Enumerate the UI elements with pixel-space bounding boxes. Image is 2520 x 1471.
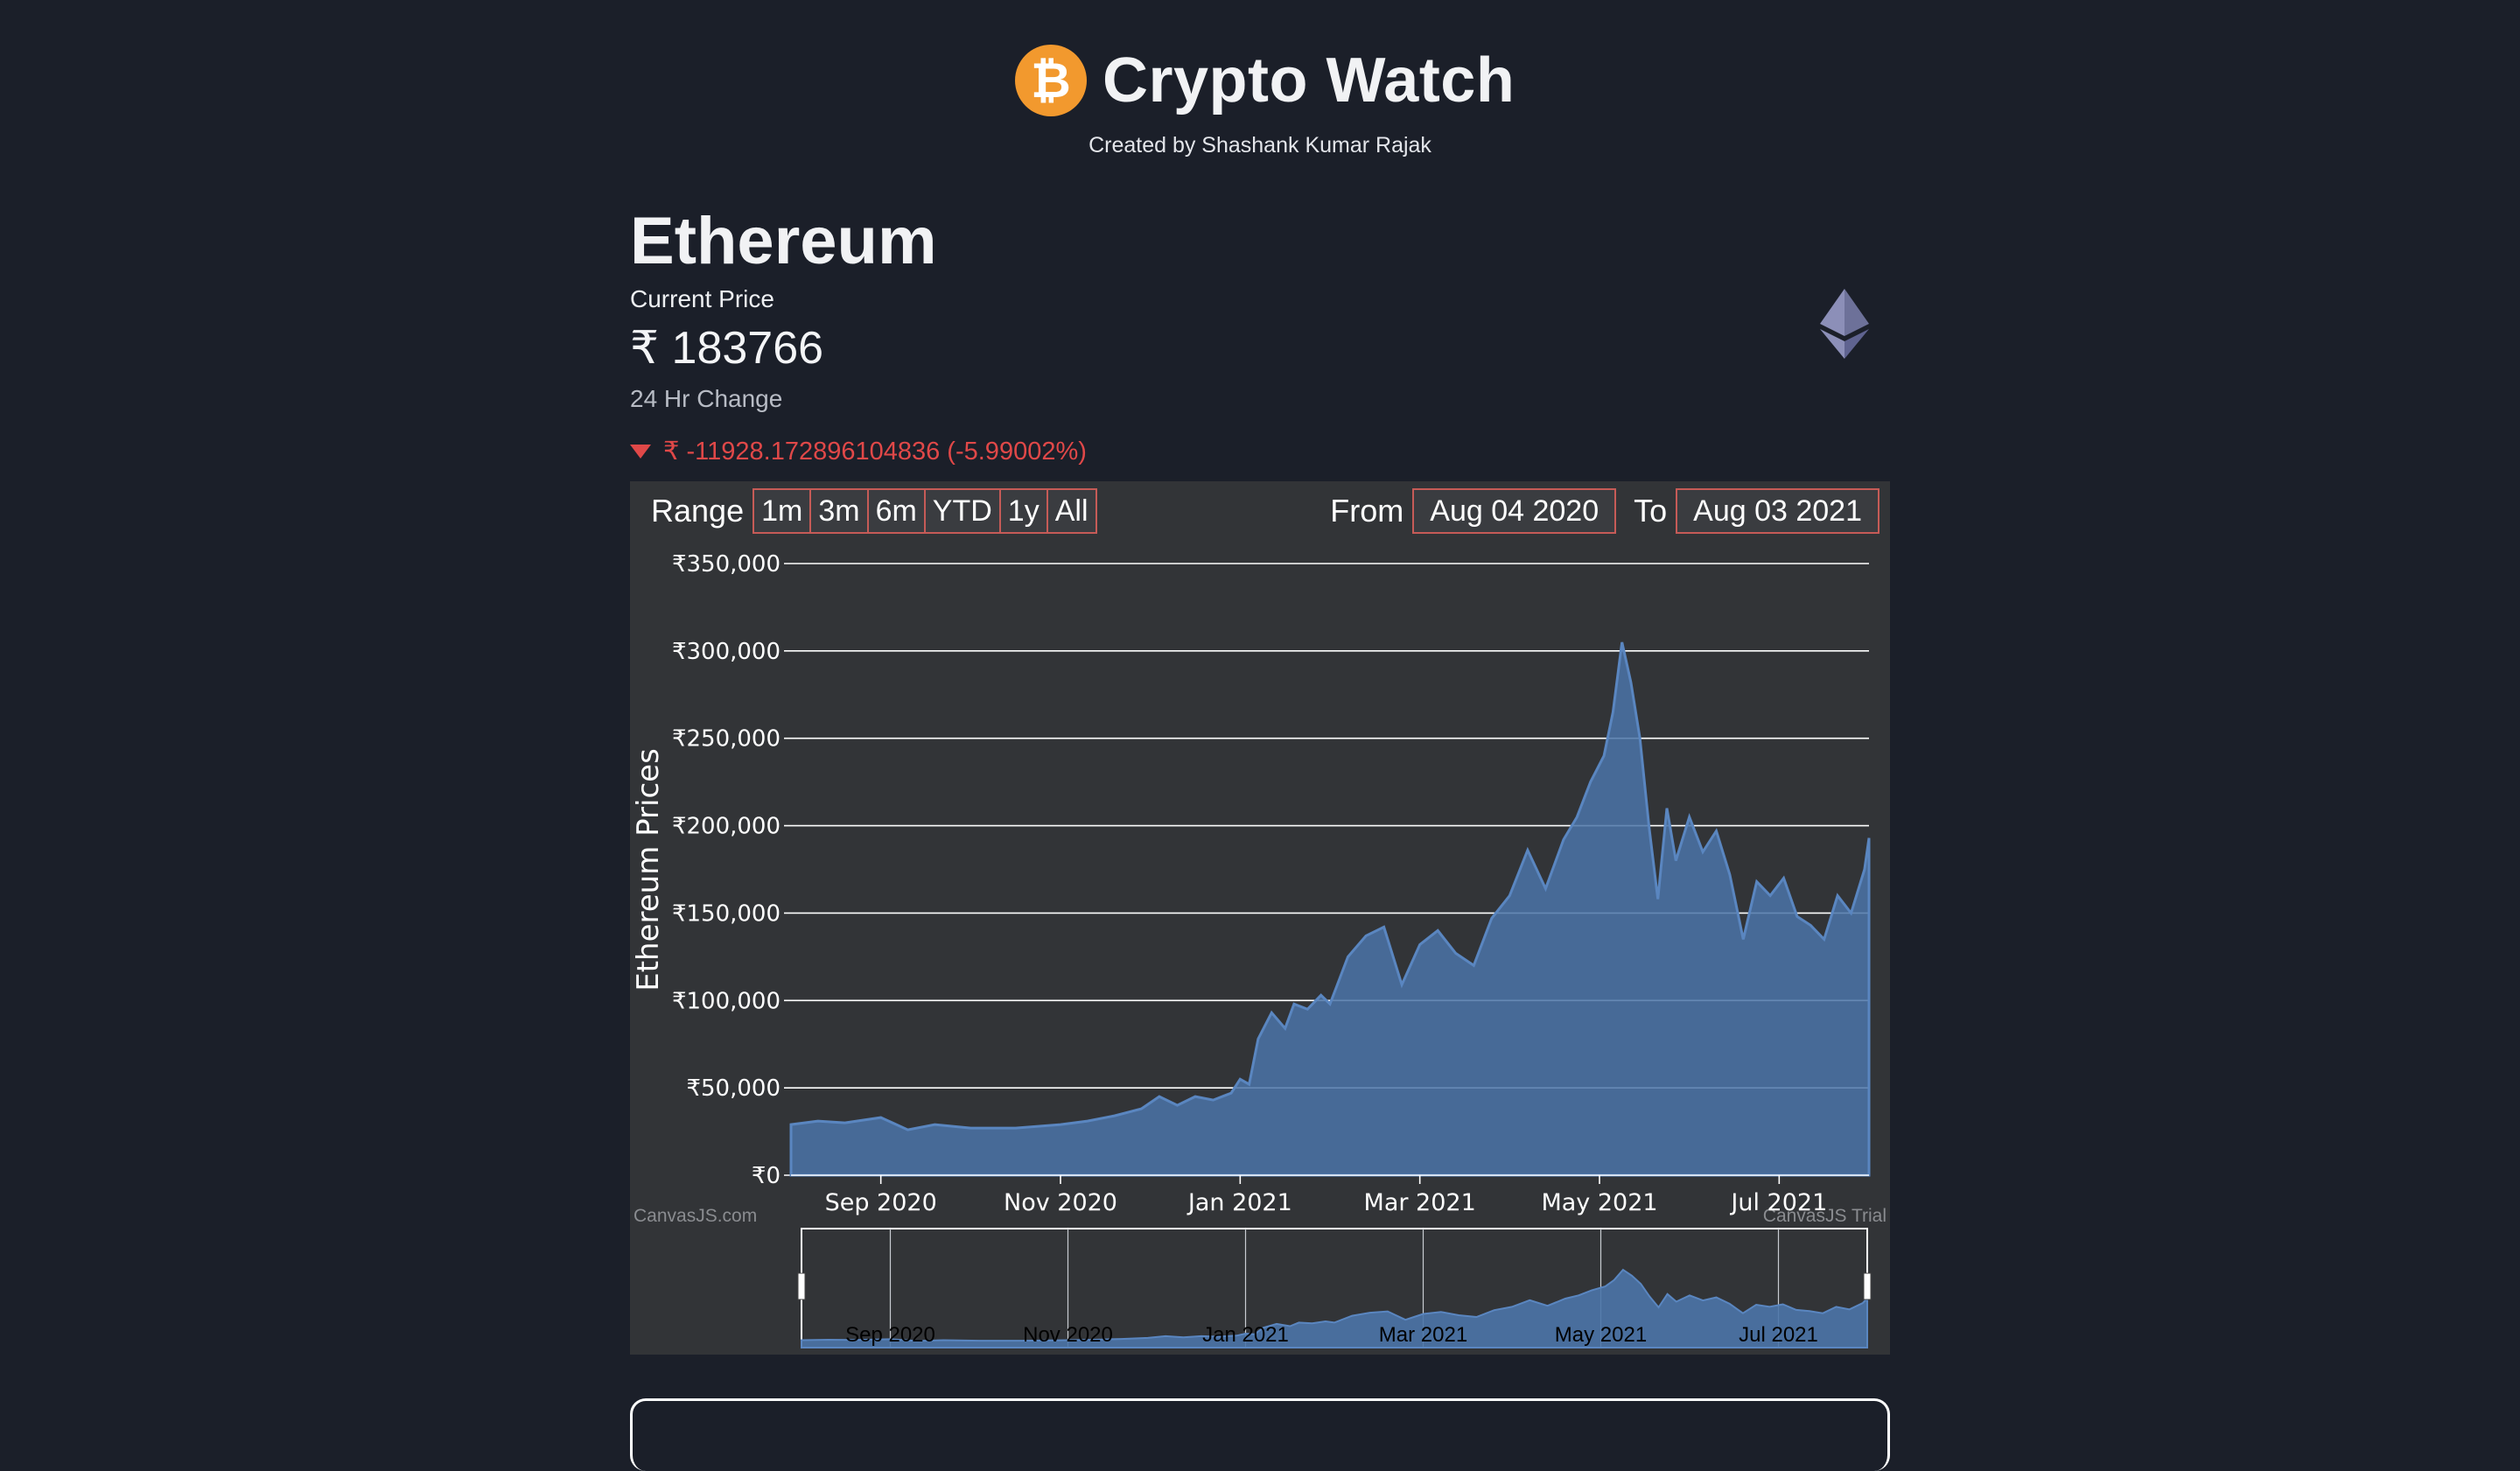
- navigator-tick-label: Mar 2021: [1379, 1323, 1467, 1347]
- range-button-all[interactable]: All: [1046, 488, 1097, 534]
- from-label: From: [1330, 493, 1404, 529]
- navigator-tick-label: Jan 2021: [1202, 1323, 1289, 1347]
- x-tick-label: May 2021: [1541, 1189, 1657, 1216]
- from-date-input[interactable]: Aug 04 2020: [1412, 488, 1617, 534]
- coin-name: Ethereum: [630, 204, 937, 278]
- x-tick-label: Jan 2021: [1186, 1189, 1292, 1216]
- range-button-1m[interactable]: 1m: [752, 488, 812, 534]
- to-label: To: [1634, 493, 1668, 529]
- navigator-area[interactable]: [801, 1268, 1868, 1348]
- y-tick-label: ₹250,000: [672, 726, 780, 753]
- range-button-ytd[interactable]: YTD: [923, 488, 1001, 534]
- watermark-right: CanvasJS Trial: [1763, 1206, 1886, 1226]
- y-tick-label: ₹200,000: [672, 814, 780, 840]
- price-area[interactable]: [789, 641, 1871, 1177]
- navigator-tick-label: Sep 2020: [845, 1323, 935, 1347]
- x-tick-label: Sep 2020: [825, 1189, 937, 1216]
- y-tick-label: ₹350,000: [672, 551, 780, 578]
- brand[interactable]: ₿ Crypto Watch: [1015, 44, 1515, 117]
- x-tick-label: Nov 2020: [1004, 1189, 1117, 1216]
- navigator-left-handle[interactable]: [797, 1272, 806, 1300]
- range-label: Range: [651, 493, 745, 529]
- range-button-1y[interactable]: 1y: [998, 488, 1048, 534]
- y-tick-label: ₹0: [752, 1163, 780, 1189]
- y-tick-label: ₹50,000: [686, 1075, 780, 1102]
- y-tick-label: ₹150,000: [672, 900, 780, 927]
- current-price-value: ₹ 183766: [630, 323, 824, 374]
- range-selector: Range 1m 3m 6m YTD 1y All: [651, 488, 1097, 534]
- down-triangle-icon: [630, 444, 651, 459]
- app-subtitle: Created by Shashank Kumar Rajak: [1088, 133, 1432, 158]
- app-title: Crypto Watch: [1102, 46, 1516, 116]
- navigator-tick-label: Jul 2021: [1739, 1323, 1818, 1347]
- price-chart[interactable]: CanvasJS.com CanvasJS Trial ₹0 ₹50,000 ₹10…: [630, 481, 1890, 1355]
- x-tick-label: Mar 2021: [1364, 1189, 1476, 1216]
- to-date-input[interactable]: Aug 03 2021: [1676, 488, 1880, 534]
- navigator-tick-label: Nov 2020: [1023, 1323, 1113, 1347]
- bottom-card: [630, 1398, 1890, 1471]
- change-value-text: ₹ -11928.172896104836 (-5.99002%): [663, 438, 1087, 466]
- date-range: From Aug 04 2020 To Aug 03 2021: [1312, 488, 1880, 534]
- watermark-left: CanvasJS.com: [634, 1206, 757, 1226]
- y-tick-label: ₹100,000: [672, 988, 780, 1014]
- change-value: ₹ -11928.172896104836 (-5.99002%): [630, 436, 1087, 466]
- bitcoin-logo-icon: ₿: [1015, 45, 1087, 116]
- current-price-label: Current Price: [630, 285, 774, 312]
- range-button-6m[interactable]: 6m: [866, 488, 926, 534]
- range-button-3m[interactable]: 3m: [809, 488, 869, 534]
- navigator-tick-label: May 2021: [1555, 1323, 1647, 1347]
- x-tick-label: Jul 2021: [1729, 1189, 1827, 1216]
- chart-panel: CanvasJS.com CanvasJS Trial ₹0 ₹50,000 ₹10…: [630, 481, 1890, 1355]
- y-axis-title: Ethereum Prices: [631, 748, 666, 991]
- change-label: 24 Hr Change: [630, 385, 783, 412]
- ethereum-logo-icon: [1820, 289, 1869, 359]
- navigator-right-handle[interactable]: [1863, 1272, 1872, 1300]
- y-tick-label: ₹300,000: [672, 639, 780, 665]
